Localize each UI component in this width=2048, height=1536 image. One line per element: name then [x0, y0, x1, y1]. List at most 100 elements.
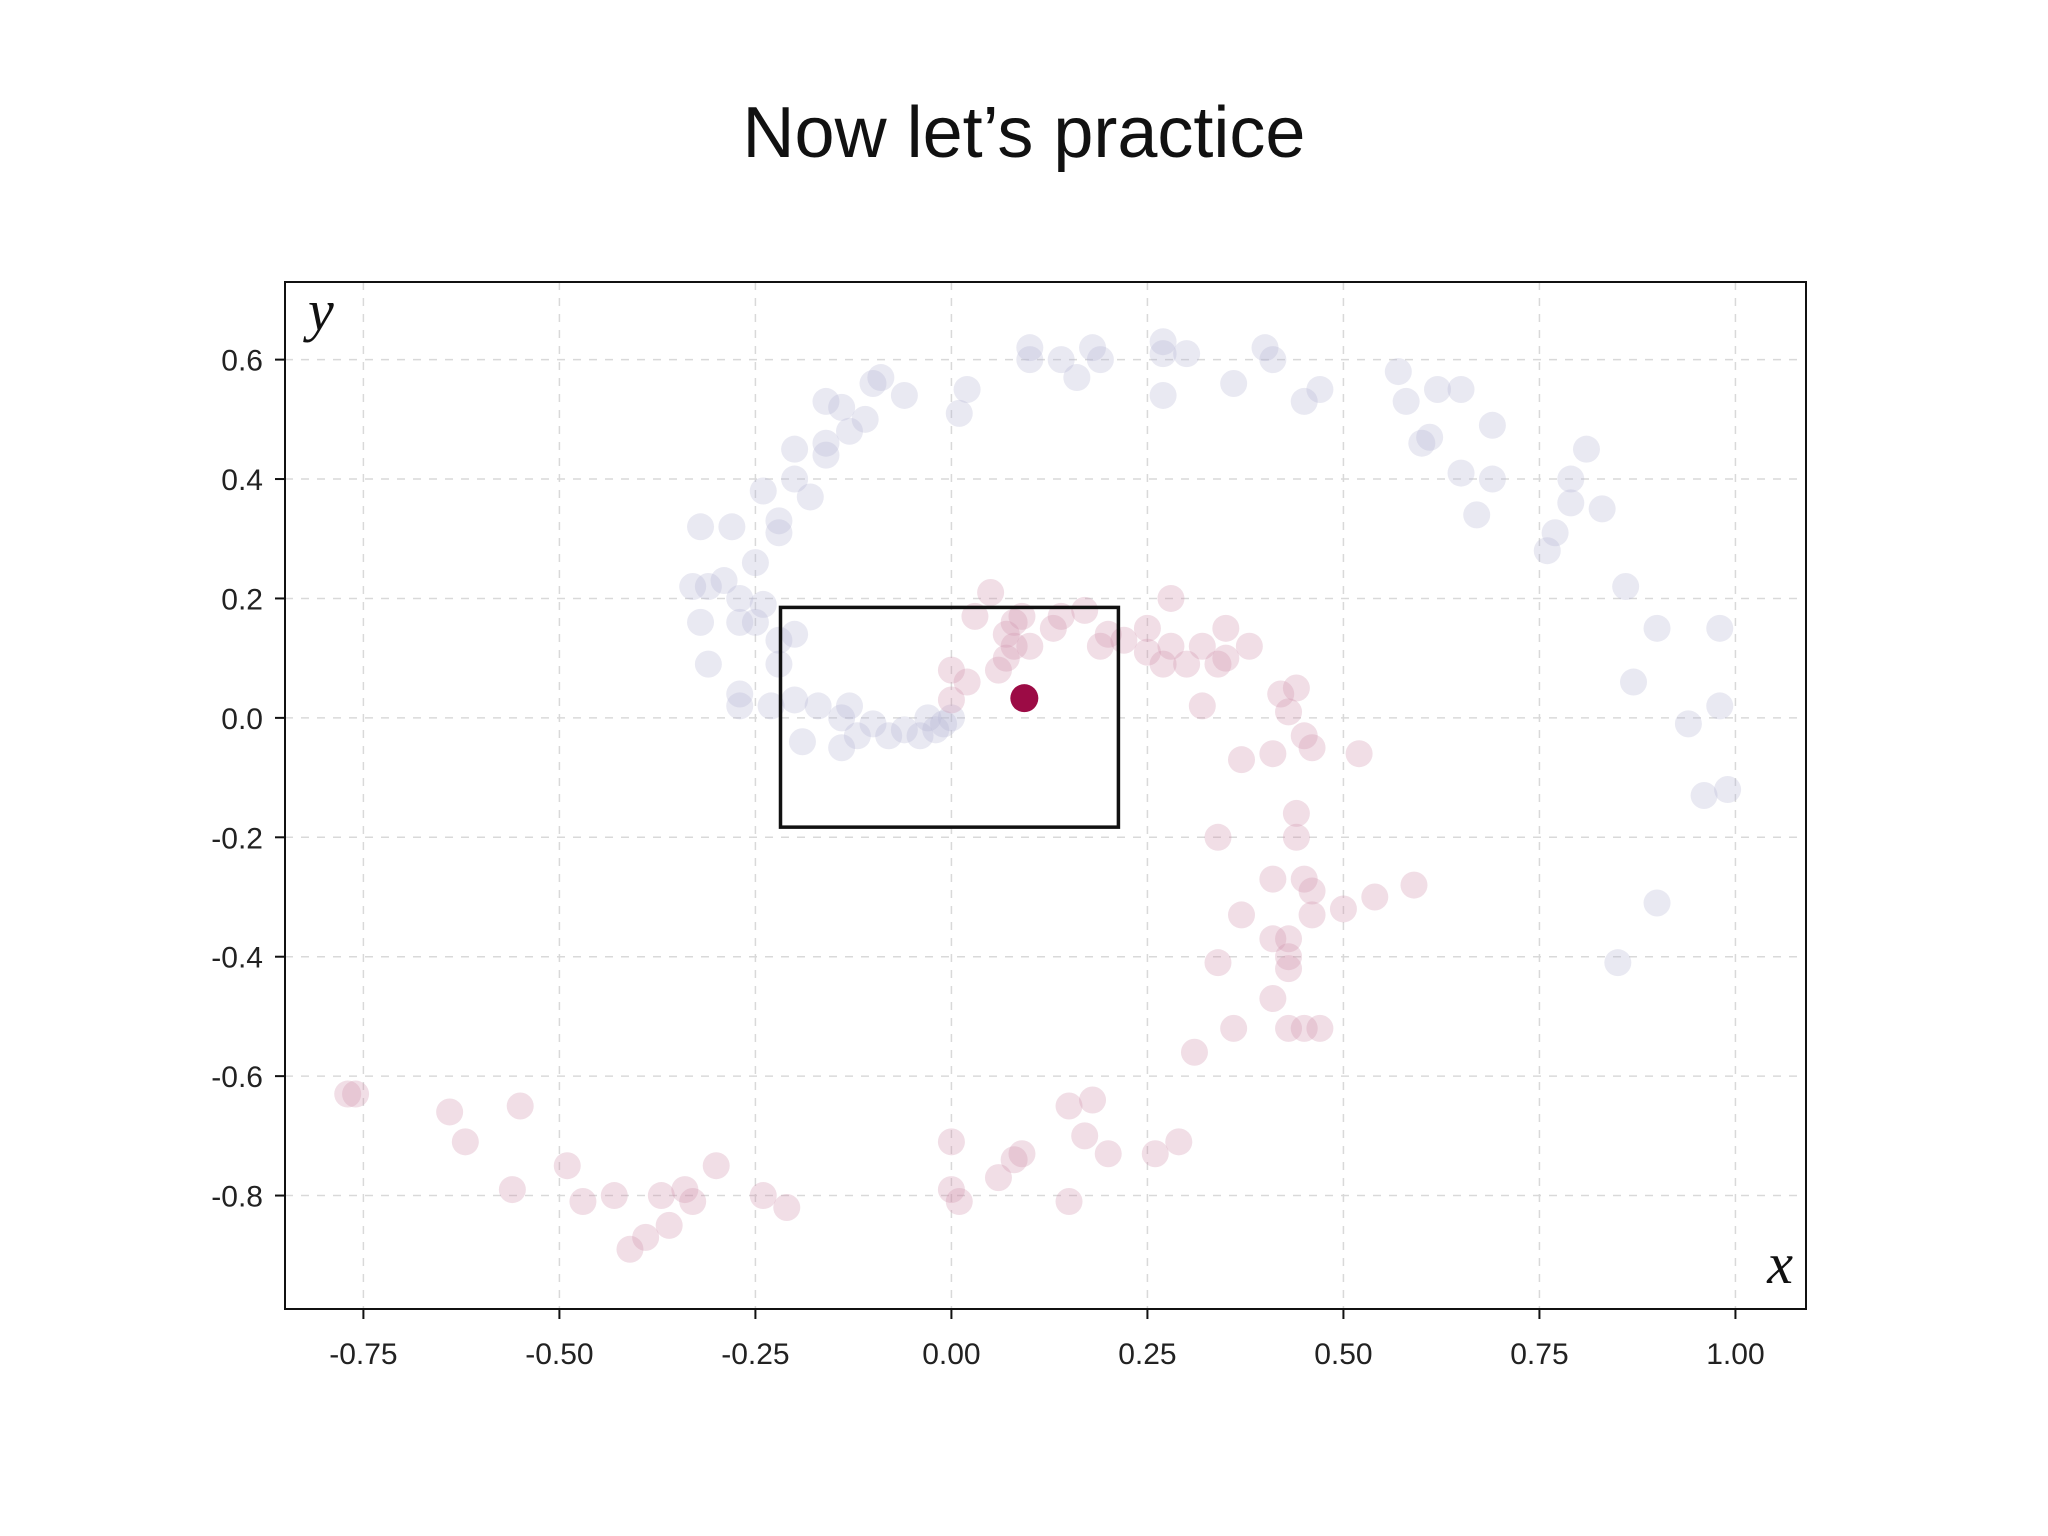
data-point [835, 692, 863, 720]
y-tick-label: 0.4 [221, 464, 263, 497]
data-point [781, 620, 809, 648]
data-point [1275, 925, 1303, 953]
data-point [655, 1211, 683, 1239]
data-point [828, 734, 856, 762]
data-point [1204, 650, 1232, 678]
plot-border [284, 281, 1807, 1310]
data-point [1259, 985, 1287, 1013]
data-point [1110, 626, 1138, 654]
data-point [984, 656, 1012, 684]
data-point [1282, 674, 1310, 702]
x-axis-label: x [1766, 1231, 1793, 1296]
data-point [804, 692, 832, 720]
highlighted-point [1010, 684, 1039, 713]
data-point [828, 393, 856, 421]
data-point [1039, 614, 1067, 642]
y-tick-label: -0.6 [211, 1061, 263, 1094]
data-point [1541, 519, 1569, 547]
data-point [1141, 1140, 1169, 1168]
data-point [1275, 1014, 1303, 1042]
y-tick-label: 0.6 [221, 345, 263, 378]
data-point [1149, 340, 1177, 368]
data-point [875, 722, 903, 750]
plot-frame [275, 281, 1807, 1319]
data-point [726, 608, 754, 636]
data-point [1086, 632, 1114, 660]
data-point [632, 1223, 660, 1251]
data-point [1094, 620, 1122, 648]
data-point [796, 483, 824, 511]
data-point [922, 716, 950, 744]
y-tick-label: 0.0 [221, 703, 263, 736]
data-point [1008, 1140, 1036, 1168]
data-point [890, 381, 918, 409]
data-point [1094, 1140, 1122, 1168]
data-point [1188, 692, 1216, 720]
data-point [1329, 895, 1357, 923]
data-point [1133, 614, 1161, 642]
x-tick-labels: -0.75 -0.50 -0.25 0.00 0.25 0.50 0.75 1.00 [329, 1338, 1764, 1371]
data-point [749, 477, 777, 505]
data-point [1259, 865, 1287, 893]
data-point [1290, 387, 1318, 415]
data-point [1290, 722, 1318, 750]
data-point [726, 584, 754, 612]
data-point [498, 1176, 526, 1204]
data-point [1149, 650, 1177, 678]
data-point [781, 435, 809, 463]
data-point [961, 602, 989, 630]
data-point [1235, 632, 1263, 660]
data-point [647, 1182, 675, 1210]
data-point [1055, 1092, 1083, 1120]
data-point [710, 567, 738, 595]
data-point [1643, 889, 1671, 917]
data-point [1251, 334, 1279, 362]
data-point [1275, 698, 1303, 726]
data-point [859, 370, 887, 398]
data-point [765, 519, 793, 547]
data-point [1400, 871, 1428, 899]
data-point [1071, 596, 1099, 624]
data-point [1055, 1188, 1083, 1216]
data-point [1180, 1038, 1208, 1066]
data-points [334, 328, 1742, 1263]
data-point [1016, 632, 1044, 660]
data-point [679, 1188, 707, 1216]
data-point [867, 364, 895, 392]
data-point [1165, 1128, 1193, 1156]
data-point [1228, 901, 1256, 929]
data-point [1063, 364, 1091, 392]
data-point [1424, 375, 1452, 403]
data-point [1306, 375, 1334, 403]
data-point [953, 375, 981, 403]
y-axis-label: y [303, 278, 334, 343]
data-point [1157, 584, 1185, 612]
data-point [569, 1188, 597, 1216]
data-point [992, 644, 1020, 672]
data-point [1047, 602, 1075, 630]
data-point [812, 387, 840, 415]
data-point [506, 1092, 534, 1120]
data-point [1612, 573, 1640, 601]
data-point [342, 1080, 370, 1108]
data-point [1204, 949, 1232, 977]
grid [285, 282, 1806, 1309]
data-point [1674, 710, 1702, 738]
data-point [1447, 375, 1475, 403]
data-point [749, 590, 777, 618]
data-point [1267, 680, 1295, 708]
data-point [616, 1235, 644, 1263]
data-point [1533, 537, 1561, 565]
data-point [1212, 614, 1240, 642]
data-point [1604, 949, 1632, 977]
data-point [1557, 465, 1585, 493]
data-point [334, 1080, 362, 1108]
x-tick-label: 0.75 [1510, 1338, 1568, 1371]
data-point [1384, 358, 1412, 386]
data-point [984, 1164, 1012, 1192]
x-tick-label: -0.50 [525, 1338, 593, 1371]
data-point [937, 1176, 965, 1204]
data-point [1572, 435, 1600, 463]
data-point [1047, 346, 1075, 374]
